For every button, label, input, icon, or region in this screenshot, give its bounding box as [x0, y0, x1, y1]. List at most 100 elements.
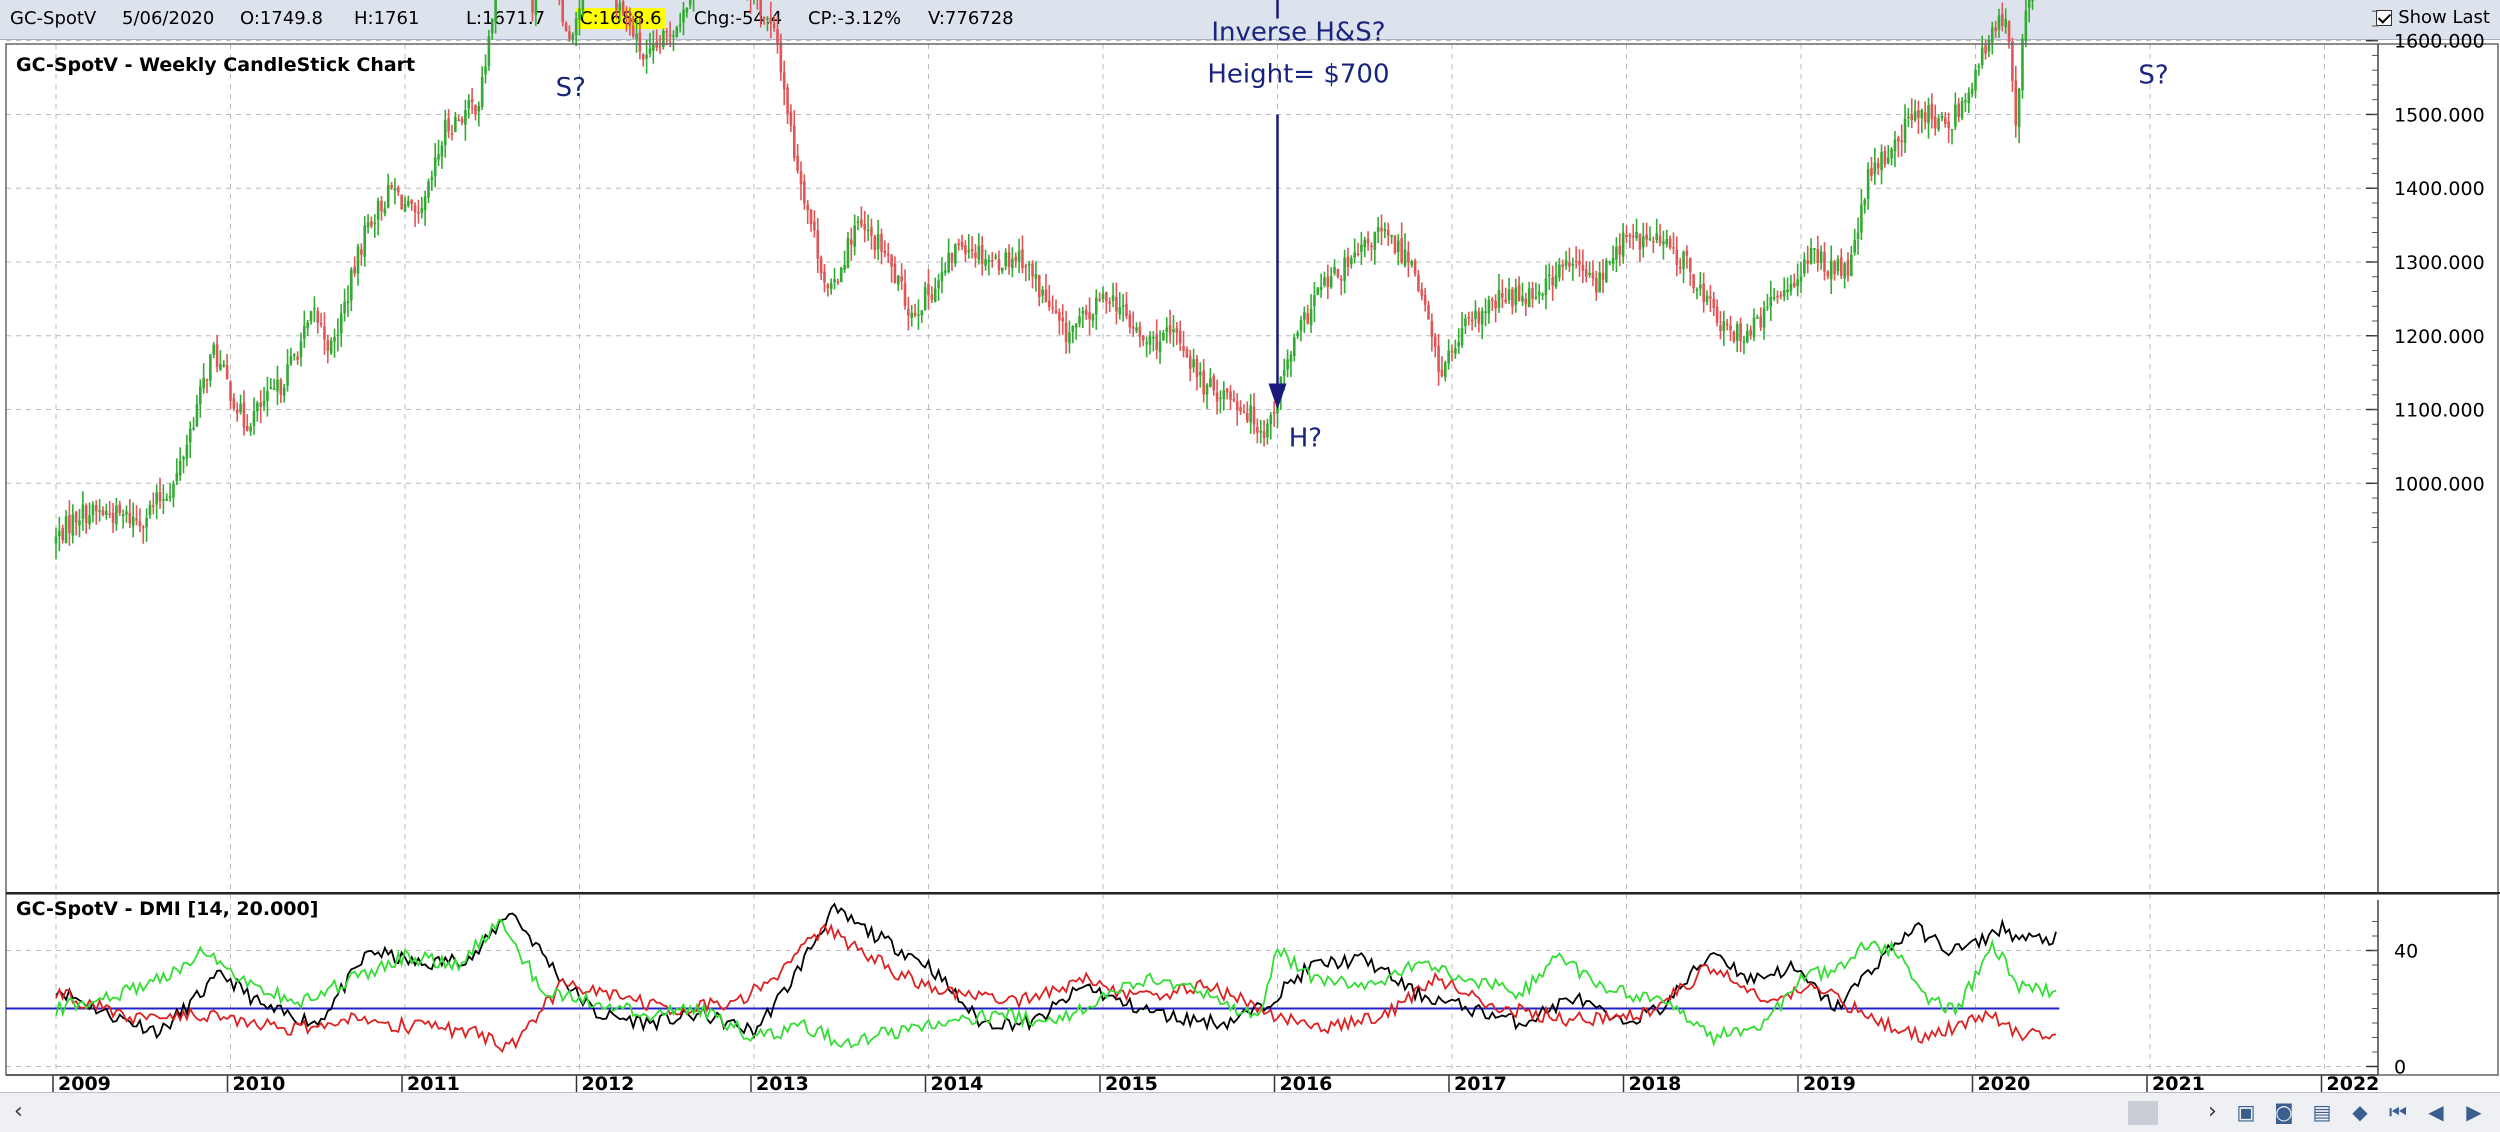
horizontal-scrollbar[interactable]: ‹ › ▣ ◙ ▤ ◆ ⏮ ◀ ▶ [0, 1092, 2500, 1132]
candle-body [1762, 308, 1766, 328]
candle-body [1105, 292, 1108, 302]
candle-body [870, 227, 873, 236]
candle-body [1866, 169, 1870, 200]
candle-body [1407, 251, 1410, 263]
candle-body [427, 181, 430, 198]
candle-body [329, 340, 333, 354]
main-chart-title: GC-SpotV - Weekly CandleStick Chart [16, 54, 415, 76]
candle-body [1031, 263, 1034, 277]
y-tick-label: 1300.000 [2394, 252, 2485, 274]
candle-body [1084, 310, 1088, 315]
prev-page-icon[interactable]: ◀ [2428, 1100, 2444, 1124]
candle-body [128, 512, 132, 524]
candle-body [437, 154, 440, 160]
candle-body [665, 31, 669, 33]
chart-annotation: S? [556, 73, 586, 103]
candle-body [94, 505, 98, 512]
candle-body [138, 520, 142, 527]
candle-body [625, 15, 628, 17]
candle-body [1148, 336, 1152, 345]
candle-body [141, 526, 145, 529]
candle-body [1145, 342, 1148, 344]
candle-body [2031, 0, 2034, 1]
candle-body [1152, 336, 1155, 339]
candle-body [1064, 323, 1068, 343]
candle-body [1410, 261, 1414, 266]
print-icon[interactable]: ▤ [2312, 1100, 2332, 1124]
dmi-series-line [55, 918, 2057, 1049]
candle-body [863, 224, 867, 230]
scroll-left-icon[interactable]: ‹ [14, 1099, 23, 1124]
candle-body [984, 259, 987, 266]
candle-body [2001, 13, 2004, 27]
candle-body [1641, 236, 1645, 248]
scroll-right-icon[interactable]: › [2208, 1099, 2217, 1124]
candle-body [1943, 117, 1947, 124]
candle-body [272, 388, 276, 391]
candle-body [1400, 238, 1403, 263]
y-tick-label: 1400.000 [2394, 178, 2485, 200]
camera-icon[interactable]: ◙ [2274, 1100, 2294, 1124]
candle-body [266, 390, 269, 402]
candle-body [967, 250, 971, 253]
candle-body [1480, 310, 1484, 325]
candle-body [792, 125, 796, 158]
candle-body [1846, 260, 1850, 276]
first-page-icon[interactable]: ⏮ [2389, 1100, 2407, 1124]
candle-body [1544, 278, 1548, 295]
candle-body [1685, 250, 1689, 256]
candle-body [403, 203, 407, 212]
candle-body [1655, 233, 1659, 241]
candle-body [1346, 256, 1350, 268]
candle-body [1229, 391, 1232, 400]
candle-body [1470, 319, 1474, 322]
candle-body [1202, 370, 1205, 395]
dmi-series-line [55, 902, 2057, 1040]
candle-body [71, 514, 75, 536]
candle-body [490, 18, 494, 34]
low-value: L:1671.7 [466, 8, 546, 29]
candle-body [1430, 321, 1434, 337]
candle-body [343, 301, 346, 314]
candle-body [1027, 263, 1031, 266]
chart-annotation: H? [1289, 423, 1322, 453]
candle-body [1326, 276, 1330, 288]
candle-body [1182, 345, 1185, 351]
candle-body [1014, 256, 1018, 261]
candle-body [219, 364, 222, 370]
checkbox-icon[interactable] [2376, 9, 2393, 26]
candle-body [1809, 247, 1813, 264]
candle-body [1907, 116, 1910, 119]
candle-body [1417, 274, 1420, 291]
candle-body [571, 34, 575, 40]
scroll-thumb[interactable] [2128, 1101, 2158, 1125]
candle-body [333, 336, 336, 342]
candle-body [1692, 274, 1695, 289]
show-last-toggle[interactable]: Show Last [2376, 7, 2490, 28]
candle-body [1605, 260, 1608, 283]
candle-body [950, 253, 954, 263]
next-page-icon[interactable]: ▶ [2466, 1100, 2482, 1124]
volume-value: V:776728 [928, 8, 1014, 29]
candle-body [853, 225, 856, 247]
candle-body [1739, 323, 1742, 341]
x-tick-label: 2018 [1629, 1073, 1682, 1095]
zoom-icon[interactable]: ◆ [2352, 1100, 2368, 1124]
candle-body [407, 200, 410, 206]
candle-body [1504, 299, 1507, 303]
candle-body [386, 184, 390, 208]
candle-body [1897, 137, 1900, 142]
candle-body [947, 252, 950, 272]
candle-body [970, 249, 974, 251]
candle-body [1769, 297, 1773, 307]
candle-body [1487, 300, 1491, 314]
candle-body [108, 513, 111, 516]
candle-body [105, 511, 108, 515]
candle-body [641, 54, 645, 60]
save-icon[interactable]: ▣ [2236, 1100, 2256, 1124]
candle-body [890, 254, 893, 267]
candle-body [393, 187, 397, 191]
candle-body [836, 281, 840, 283]
candle-body [1034, 274, 1038, 279]
candle-body [652, 43, 655, 51]
